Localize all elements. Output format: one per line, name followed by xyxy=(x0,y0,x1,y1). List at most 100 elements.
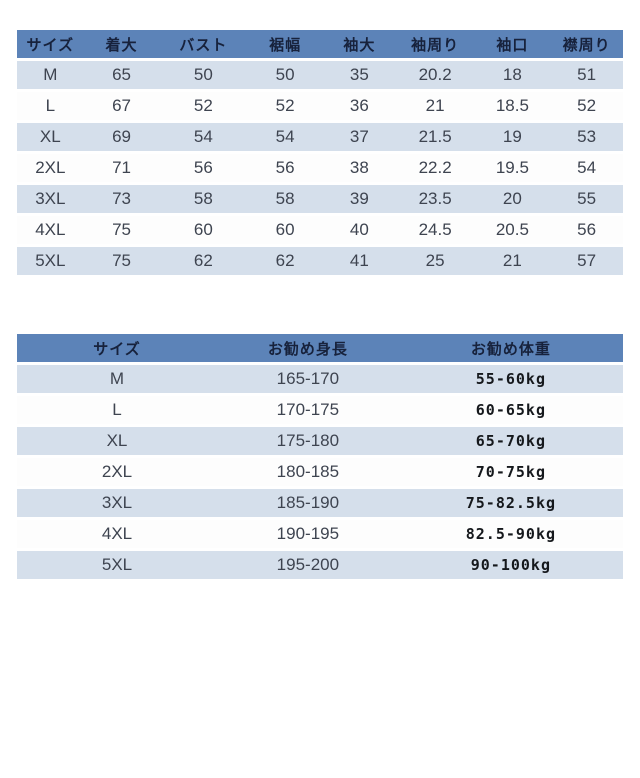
table-cell: 60 xyxy=(159,216,248,244)
table-cell: 90-100kg xyxy=(398,551,623,579)
size-measurement-table: サイズ 着大 バスト 裾幅 袖大 袖周り 袖口 襟周り M 65 50 50 35 20.2 18 51 L 6… xyxy=(17,27,623,278)
table-cell: 21 xyxy=(474,247,551,275)
fit-table-header: サイズ お勧め身長 お勧め体重 xyxy=(17,334,623,362)
table-cell: 5XL xyxy=(17,247,84,275)
table-cell: 2XL xyxy=(17,154,84,182)
table-cell: 53 xyxy=(550,123,623,151)
table-cell: 190-195 xyxy=(216,520,399,548)
table-cell: 60-65kg xyxy=(398,396,623,424)
table-cell: 165-170 xyxy=(216,365,399,393)
table-cell: 23.5 xyxy=(395,185,475,213)
column-header: 着大 xyxy=(83,30,160,58)
table-cell: 21.5 xyxy=(395,123,475,151)
table-cell: 22.2 xyxy=(395,154,475,182)
table-cell: 39 xyxy=(323,185,396,213)
table-cell: 195-200 xyxy=(216,551,399,579)
table-cell: 19 xyxy=(474,123,551,151)
table-cell: 41 xyxy=(323,247,396,275)
table-cell: 4XL xyxy=(17,216,84,244)
table-cell: 50 xyxy=(247,61,324,89)
table-row: M 65 50 50 35 20.2 18 51 xyxy=(17,61,623,89)
table-row: XL 175-180 65-70kg xyxy=(17,427,623,455)
table-cell: 50 xyxy=(159,61,248,89)
header-row: サイズ 着大 バスト 裾幅 袖大 袖周り 袖口 襟周り xyxy=(17,30,623,58)
table-row: XL 69 54 54 37 21.5 19 53 xyxy=(17,123,623,151)
table-cell: 56 xyxy=(550,216,623,244)
table-cell: 21 xyxy=(395,92,475,120)
column-header: バスト xyxy=(159,30,248,58)
table-cell: 20 xyxy=(474,185,551,213)
table-row: L 170-175 60-65kg xyxy=(17,396,623,424)
table-cell: 38 xyxy=(323,154,396,182)
table-row: 2XL 180-185 70-75kg xyxy=(17,458,623,486)
table-cell: 35 xyxy=(323,61,396,89)
table-cell: 4XL xyxy=(17,520,217,548)
column-header: 袖口 xyxy=(474,30,551,58)
size-table-header: サイズ 着大 バスト 裾幅 袖大 袖周り 袖口 襟周り xyxy=(17,30,623,58)
table-cell: 55 xyxy=(550,185,623,213)
table-cell: 54 xyxy=(247,123,324,151)
column-header: サイズ xyxy=(17,30,84,58)
table-cell: 75-82.5kg xyxy=(398,489,623,517)
table-cell: 69 xyxy=(83,123,160,151)
table-cell: 70-75kg xyxy=(398,458,623,486)
table-cell: 57 xyxy=(550,247,623,275)
column-header: 袖周り xyxy=(395,30,475,58)
table-row: 4XL 190-195 82.5-90kg xyxy=(17,520,623,548)
table-cell: 62 xyxy=(159,247,248,275)
table-cell: 71 xyxy=(83,154,160,182)
table-cell: 54 xyxy=(159,123,248,151)
table-cell: 20.5 xyxy=(474,216,551,244)
table-row: 5XL 195-200 90-100kg xyxy=(17,551,623,579)
table-cell: 170-175 xyxy=(216,396,399,424)
recommended-fit-table: サイズ お勧め身長 お勧め体重 M 165-170 55-60kg L 170-175 60-… xyxy=(17,331,623,582)
size-table-body: M 65 50 50 35 20.2 18 51 L 67 52 52 36 21 18.5 52 XL 69 54… xyxy=(17,61,623,275)
column-header: 襟周り xyxy=(550,30,623,58)
header-row: サイズ お勧め身長 お勧め体重 xyxy=(17,334,623,362)
table-cell: 180-185 xyxy=(216,458,399,486)
column-header: 袖大 xyxy=(323,30,396,58)
table-cell: 18 xyxy=(474,61,551,89)
table-cell: 75 xyxy=(83,247,160,275)
table-row: 3XL 73 58 58 39 23.5 20 55 xyxy=(17,185,623,213)
table-cell: 25 xyxy=(395,247,475,275)
table-cell: 62 xyxy=(247,247,324,275)
column-header: お勧め体重 xyxy=(398,334,623,362)
table-cell: M xyxy=(17,61,84,89)
table-row: M 165-170 55-60kg xyxy=(17,365,623,393)
table-cell: 65 xyxy=(83,61,160,89)
table-row: L 67 52 52 36 21 18.5 52 xyxy=(17,92,623,120)
table-cell: 73 xyxy=(83,185,160,213)
table-cell: L xyxy=(17,92,84,120)
table-row: 4XL 75 60 60 40 24.5 20.5 56 xyxy=(17,216,623,244)
table-cell: 56 xyxy=(247,154,324,182)
table-cell: 58 xyxy=(247,185,324,213)
table-cell: XL xyxy=(17,427,217,455)
column-header: サイズ xyxy=(17,334,217,362)
table-cell: 3XL xyxy=(17,489,217,517)
table-cell: 19.5 xyxy=(474,154,551,182)
table-cell: 52 xyxy=(550,92,623,120)
table-cell: 60 xyxy=(247,216,324,244)
table-cell: 18.5 xyxy=(474,92,551,120)
table-cell: 82.5-90kg xyxy=(398,520,623,548)
fit-table-body: M 165-170 55-60kg L 170-175 60-65kg XL 175-180 6… xyxy=(17,365,623,579)
table-cell: 37 xyxy=(323,123,396,151)
table-cell: 65-70kg xyxy=(398,427,623,455)
table-cell: 2XL xyxy=(17,458,217,486)
column-header: お勧め身長 xyxy=(216,334,399,362)
table-cell: 40 xyxy=(323,216,396,244)
table-cell: 5XL xyxy=(17,551,217,579)
table-cell: 51 xyxy=(550,61,623,89)
table-cell: 55-60kg xyxy=(398,365,623,393)
table-cell: 36 xyxy=(323,92,396,120)
table-cell: 56 xyxy=(159,154,248,182)
table-cell: 54 xyxy=(550,154,623,182)
table-row: 5XL 75 62 62 41 25 21 57 xyxy=(17,247,623,275)
table-cell: 67 xyxy=(83,92,160,120)
table-cell: 185-190 xyxy=(216,489,399,517)
table-row: 2XL 71 56 56 38 22.2 19.5 54 xyxy=(17,154,623,182)
table-cell: 20.2 xyxy=(395,61,475,89)
table-cell: M xyxy=(17,365,217,393)
